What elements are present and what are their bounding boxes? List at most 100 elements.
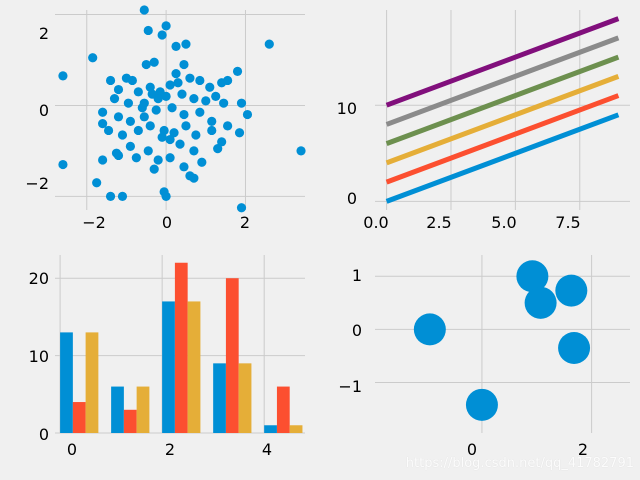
watermark: https://blog.csdn.net/qq_41782791 [405,456,634,471]
scatter-point [105,191,116,201]
scatter-point [113,112,124,122]
bar [162,301,175,433]
chart-scatter-random: −2 0 2 −2 0 2 [25,5,306,232]
plot-area [375,10,630,210]
bar [276,386,290,433]
series-line [385,16,620,108]
series-line [385,74,620,166]
scatter-point [179,109,189,120]
scatter-point [177,89,187,99]
bubble-point [558,331,591,364]
scatter-point [181,39,191,49]
scatter-point [179,162,189,172]
x-tick-label: −2 [82,213,106,232]
scatter-point [88,53,98,63]
bubble-point [413,313,446,346]
x-tick-label: 0.0 [363,213,388,232]
scatter-point [223,121,233,131]
scatter-point [173,78,183,88]
scatter-point [137,103,147,113]
scatter-point [175,139,185,149]
scatter-point [149,164,159,174]
bubble-point [524,286,557,319]
scatter-point [58,71,68,81]
grid [55,10,305,210]
bar [187,301,201,433]
scatter-point [296,146,306,156]
scatter-point [169,128,179,138]
scatter-point [131,153,141,163]
y-tick-label: 0 [39,101,49,120]
y-tick-labels: 0 10 20 [29,269,49,444]
scatter-point [171,69,181,79]
bar-series [60,262,303,433]
scatter-point [127,75,137,86]
scatter-point [189,94,199,104]
chart-grouped-bars: 0 10 20 0 2 4 [29,255,305,459]
x-tick-labels: 0.0 2.5 5.0 7.5 [363,213,580,232]
scatter-point [189,146,199,156]
scatter-point [105,75,116,86]
scatter-point [113,150,124,161]
bar [289,425,303,433]
chart-lines: 0 10 0.0 2.5 5.0 7.5 [337,10,630,232]
scatter-point [139,5,149,15]
y-tick-label: 0 [352,321,362,340]
scatter-point [171,41,181,51]
plot-area [55,10,305,210]
x-tick-label: 7.5 [555,213,580,232]
scatter-point [181,121,191,131]
scatter-point [179,59,189,70]
scatter-point [189,173,199,183]
scatter-point [197,157,207,167]
x-tick-label: 2 [240,213,250,232]
y-tick-label: 10 [29,347,49,366]
scatter-point [117,191,128,201]
bubble-point [555,274,588,307]
scatter-point [125,116,135,126]
scatter-point [213,144,223,154]
scatter-point [133,87,143,97]
x-tick-label: 4 [262,440,272,459]
y-tick-label: 0 [347,189,357,208]
bar [264,425,277,433]
y-tick-label: 1 [352,266,362,285]
x-tick-labels: 0 2 4 [67,440,272,459]
x-tick-label: 5.0 [491,213,516,232]
scatter-point [207,116,217,126]
scatter-point [185,73,195,83]
scatter-point [117,130,128,140]
scatter-point [232,66,243,76]
series-line [385,93,620,185]
scatter-point [211,91,221,101]
scatter-point [153,94,163,104]
scatter-point [217,137,227,147]
scatter-point [264,39,274,49]
y-tick-labels: 0 10 [337,99,357,208]
bar [136,386,150,433]
scatter-point [242,109,253,120]
x-tick-label: 0 [67,440,77,459]
scatter-point [165,80,175,90]
scatter-point [201,96,211,106]
bar [60,332,73,433]
bar [85,332,99,433]
series-line [385,54,620,146]
scatter-point [165,134,175,145]
bar [111,386,124,433]
y-tick-label: 0 [39,425,49,444]
x-tick-label: 2.5 [426,213,451,232]
y-tick-label: 20 [29,269,49,288]
scatter-point [205,82,215,92]
scatter-point [236,98,247,108]
scatter-point [125,141,135,151]
scatter-point [157,132,167,142]
scatter-point [123,98,134,108]
scatter-point [161,91,171,101]
scatter-point [145,121,155,131]
bubble-point [465,388,498,421]
bar [72,402,86,433]
scatter-point [109,94,120,104]
scatter-point [161,21,171,31]
